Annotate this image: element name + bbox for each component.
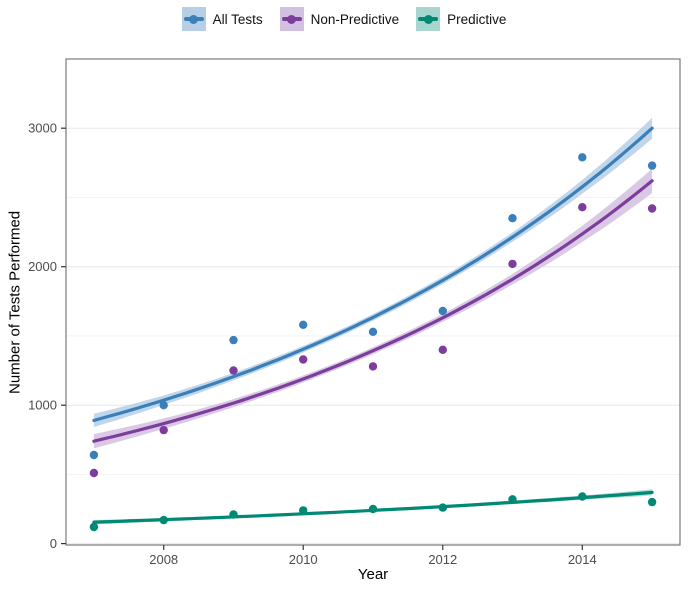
panel-border	[65, 58, 681, 546]
data-points-2	[89, 492, 657, 532]
smooth-line-1	[92, 179, 654, 443]
legend-label-non-predictive: Non-Predictive	[310, 11, 400, 27]
y-tick-label: 1000	[28, 398, 57, 413]
y-tick-label: 2000	[28, 259, 57, 274]
x-axis-title: Year	[357, 566, 389, 583]
legend: All Tests Non-Predictive Predictive	[0, 4, 688, 34]
x-tick-label: 2010	[289, 552, 318, 567]
panel-background	[66, 59, 680, 545]
legend-key-predictive-icon	[416, 7, 441, 31]
legend-item-all-tests: All Tests	[181, 7, 263, 31]
legend-item-non-predictive: Non-Predictive	[279, 7, 400, 31]
x-tick-label: 2008	[149, 552, 178, 567]
legend-label-predictive: Predictive	[447, 11, 507, 27]
legend-key-dot-icon	[423, 14, 433, 24]
x-tick-label: 2012	[428, 552, 457, 567]
legend-label-all-tests: All Tests	[212, 11, 263, 27]
y-axis-ticks: 0 1000 2000 3000	[28, 121, 66, 551]
legend-key-dot-icon	[287, 14, 297, 24]
smooth-line-0	[92, 126, 654, 422]
legend-item-predictive: Predictive	[416, 7, 506, 31]
data-points-1	[89, 203, 657, 478]
major-gridlines	[66, 127, 680, 545]
legend-key-non-predictive-icon	[279, 7, 304, 31]
legend-key-dot-icon	[189, 14, 199, 24]
y-tick-label: 3000	[28, 121, 57, 136]
y-axis-title: Number of Tests Performed	[6, 210, 24, 394]
data-points-0	[89, 153, 657, 460]
x-tick-label: 2014	[568, 552, 597, 567]
x-axis-ticks: 2008 2010 2012 2014	[149, 545, 597, 567]
y-tick-label: 0	[50, 536, 57, 551]
legend-key-all-tests-icon	[181, 7, 206, 31]
